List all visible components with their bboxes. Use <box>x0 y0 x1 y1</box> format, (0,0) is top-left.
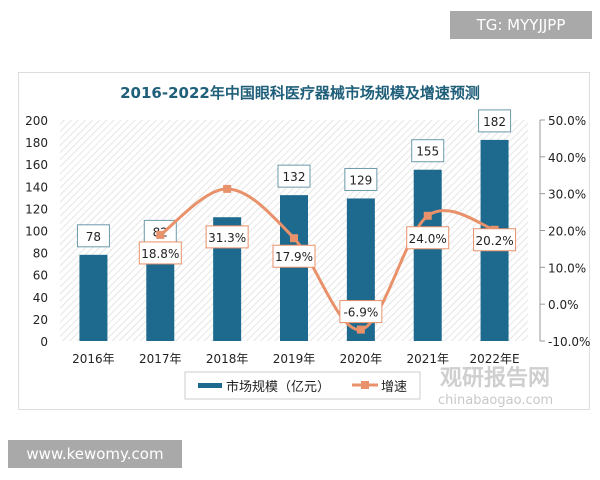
growth-label-box <box>339 300 383 324</box>
category-label: 2020年 <box>340 352 383 366</box>
bar-label-box <box>277 164 311 188</box>
bar-label-box <box>478 109 512 133</box>
left-tick-label: 120 <box>25 202 48 216</box>
category-label: 2016年 <box>72 352 115 366</box>
legend-bar-label: 市场规模（亿元） <box>226 379 330 395</box>
bar-label: 155 <box>416 145 439 159</box>
bar-label-box <box>411 139 445 163</box>
right-tick-label: 20.0% <box>548 225 586 239</box>
growth-marker <box>156 230 165 239</box>
growth-label: 24.0% <box>409 232 447 246</box>
growth-marker <box>223 184 232 193</box>
legend-line-marker <box>361 381 369 389</box>
growth-label-box <box>473 228 517 252</box>
chart-title: 2016-2022年中国眼科医疗器械市场规模及增速预测 <box>120 84 480 102</box>
left-tick-label: 160 <box>25 158 48 172</box>
growth-label-box <box>138 241 182 265</box>
right-tick-label: 40.0% <box>548 151 586 165</box>
watermark-en: chinabaogao.com <box>438 393 553 408</box>
left-tick-label: 180 <box>25 136 48 150</box>
left-tick-label: 20 <box>33 313 48 327</box>
legend-bar-swatch <box>198 383 222 388</box>
bar <box>413 169 442 341</box>
bar-label: 129 <box>349 173 372 187</box>
right-tick-label: 30.0% <box>548 188 586 202</box>
growth-label: 17.9% <box>275 250 313 264</box>
bar-label: 78 <box>86 230 101 244</box>
category-label: 2022年E <box>470 352 520 366</box>
right-tick-label: -10.0% <box>548 335 590 349</box>
left-tick-label: 200 <box>25 114 48 128</box>
legend-line-label: 增速 <box>381 380 407 395</box>
growth-label-box <box>205 225 249 249</box>
category-label: 2018年 <box>206 352 249 366</box>
right-tick-label: 10.0% <box>548 261 586 275</box>
bar <box>79 254 108 341</box>
left-tick-label: 80 <box>33 247 48 261</box>
left-tick-label: 100 <box>25 225 48 239</box>
growth-label-box <box>272 244 316 268</box>
category-label: 2019年 <box>273 352 316 366</box>
bottom-left-tag: www.kewomy.com <box>8 440 182 468</box>
left-tick-label: 0 <box>40 335 48 349</box>
growth-label: 20.2% <box>476 234 514 248</box>
bar-label: 182 <box>483 115 506 129</box>
growth-marker <box>356 325 365 334</box>
bar-label: 132 <box>283 170 306 184</box>
bar <box>146 250 175 341</box>
right-tick-label: 50.0% <box>548 114 586 128</box>
growth-label: -6.9% <box>343 306 378 320</box>
left-tick-label: 140 <box>25 180 48 194</box>
left-tick-label: 40 <box>33 291 48 305</box>
growth-marker <box>290 234 298 243</box>
growth-label: 18.8% <box>141 247 179 261</box>
left-tick-label: 60 <box>33 269 48 283</box>
category-label: 2021年 <box>406 352 449 366</box>
right-tick-label: 0.0% <box>548 298 579 312</box>
category-label: 2017年 <box>139 352 182 366</box>
bar-label-box <box>76 224 110 248</box>
top-right-tag: TG: MYYJJPP <box>450 11 592 39</box>
bar <box>280 195 308 341</box>
bar-label-box <box>344 167 378 191</box>
growth-marker <box>423 211 432 220</box>
growth-label: 31.3% <box>208 231 246 245</box>
watermark-cn: 观研报告网 <box>440 366 550 391</box>
growth-label-box <box>406 226 450 250</box>
legend <box>184 371 421 400</box>
